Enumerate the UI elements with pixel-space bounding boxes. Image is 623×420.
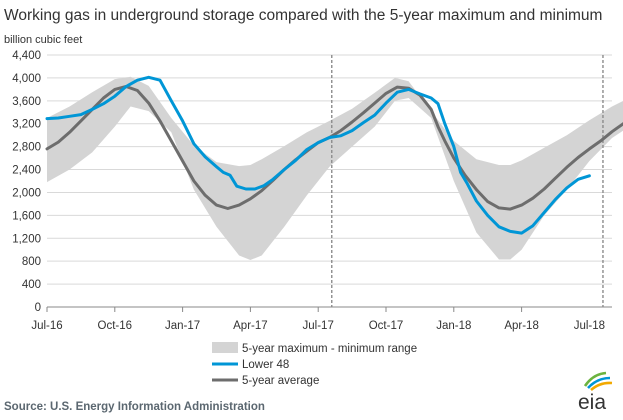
eia-logo: eia: [578, 371, 613, 414]
y-tick-label: 1,600: [12, 210, 41, 222]
divider-lines: [331, 55, 604, 307]
x-tick-label: Jan-18: [436, 320, 471, 332]
x-tick-label: Oct-17: [369, 320, 404, 332]
legend-label: 5-year average: [242, 375, 319, 387]
grid: [47, 54, 612, 285]
x-tick-label: Jan-17: [165, 320, 200, 332]
y-tick-label: 3,600: [12, 96, 41, 108]
eia-logo-mark: [583, 371, 613, 391]
range-band-layer: [47, 76, 623, 260]
y-tick-label: 800: [22, 256, 41, 268]
lower-48-line: [45, 75, 591, 235]
x-tick-label: Oct-16: [98, 320, 133, 332]
series-lines: [45, 75, 623, 235]
y-axis-label: billion cubic feet: [4, 34, 82, 46]
legend: 5-year maximum - minimum range Lower 48 5-…: [212, 342, 417, 387]
chart-title: Working gas in underground storage compa…: [4, 7, 602, 24]
y-tick-label: 1,200: [12, 233, 41, 245]
y-tick-label: 2,400: [12, 165, 41, 177]
y-tick-label: 4,400: [12, 50, 41, 62]
y-tick-label: 3,200: [12, 119, 41, 131]
y-tick-label: 2,000: [12, 187, 41, 199]
legend-label: Lower 48: [242, 359, 289, 371]
y-tick-label: 400: [22, 279, 41, 291]
range-band: [47, 76, 623, 260]
x-tick-label: Jul-18: [574, 320, 605, 332]
legend-swatch-range: [212, 342, 238, 353]
five-year-average-line: [45, 85, 623, 211]
y-tick-label: 4,000: [12, 73, 41, 85]
y-tick-label: 2,800: [12, 142, 41, 154]
eia-logo-text: eia: [578, 391, 606, 414]
y-tick-label: 0: [35, 302, 41, 314]
legend-label: 5-year maximum - minimum range: [242, 343, 417, 355]
x-tick-label: Jul-17: [303, 320, 334, 332]
x-tick-label: Apr-18: [504, 320, 539, 332]
x-tick-label: Apr-17: [233, 320, 268, 332]
axes: 0 400 800 1,200 1,600 2,000 2,400 2,800 3,200 3,6…: [12, 50, 612, 332]
x-tick-label: Jul-16: [31, 320, 62, 332]
source-note: Source: U.S. Energy Information Administ…: [4, 401, 265, 413]
